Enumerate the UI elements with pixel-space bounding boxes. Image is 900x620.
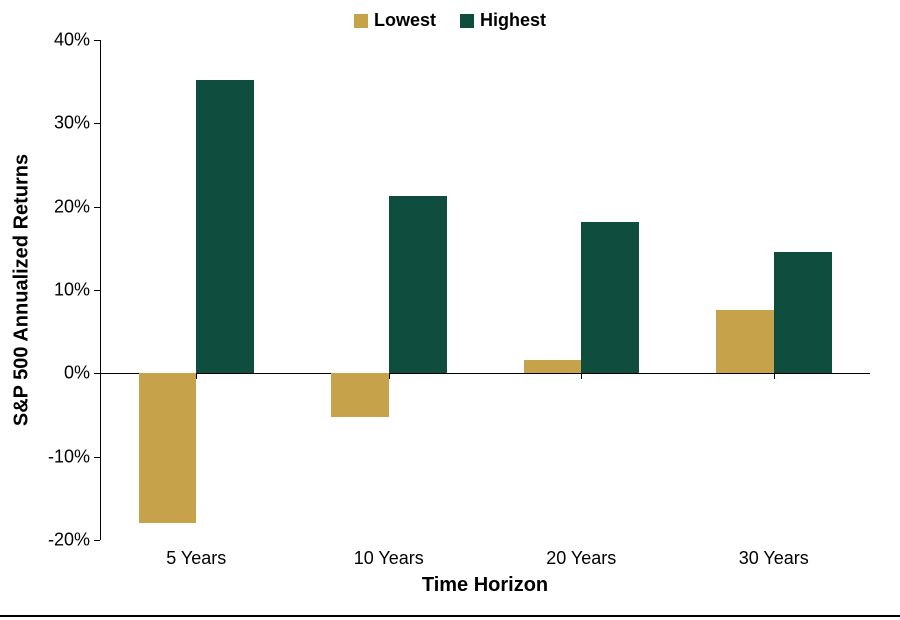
legend-swatch <box>460 14 474 28</box>
bar <box>524 360 582 373</box>
plot-area: -20%-10%0%10%20%30%40%5 Years10 Years20 … <box>100 40 870 540</box>
bar <box>716 310 774 373</box>
y-tick-mark <box>94 123 100 124</box>
y-tick-label: 40% <box>30 30 90 51</box>
y-axis-line <box>100 40 101 540</box>
bar <box>196 80 254 373</box>
x-tick-label: 20 Years <box>546 548 616 569</box>
x-axis-title: Time Horizon <box>422 574 548 597</box>
legend-item: Lowest <box>354 10 436 31</box>
x-tick-label: 30 Years <box>739 548 809 569</box>
x-tick-mark <box>196 373 197 379</box>
legend-item: Highest <box>460 10 546 31</box>
x-tick-label: 10 Years <box>354 548 424 569</box>
legend-swatch <box>354 14 368 28</box>
legend-label: Highest <box>480 10 546 31</box>
x-tick-mark <box>774 373 775 379</box>
legend-label: Lowest <box>374 10 436 31</box>
bar <box>581 222 639 374</box>
x-tick-mark <box>389 373 390 379</box>
y-tick-mark <box>94 457 100 458</box>
y-tick-label: -20% <box>30 530 90 551</box>
y-tick-label: 30% <box>30 113 90 134</box>
y-axis-title: S&P 500 Annualized Returns <box>11 154 34 426</box>
y-tick-mark <box>94 373 100 374</box>
bar <box>331 373 389 417</box>
bar <box>389 196 447 374</box>
zero-baseline <box>100 373 870 374</box>
x-tick-label: 5 Years <box>166 548 226 569</box>
bar <box>774 252 832 374</box>
y-tick-label: 20% <box>30 196 90 217</box>
y-tick-mark <box>94 290 100 291</box>
x-tick-mark <box>581 373 582 379</box>
y-tick-mark <box>94 207 100 208</box>
y-tick-label: 0% <box>30 363 90 384</box>
y-tick-mark <box>94 40 100 41</box>
chart-legend: Lowest Highest <box>0 10 900 33</box>
y-tick-label: -10% <box>30 446 90 467</box>
chart-container: LowestHighest -20%-10%0%10%20%30%40%5 Ye… <box>0 0 900 620</box>
bar <box>139 373 197 523</box>
bottom-border <box>0 615 900 617</box>
y-tick-mark <box>94 540 100 541</box>
y-tick-label: 10% <box>30 280 90 301</box>
